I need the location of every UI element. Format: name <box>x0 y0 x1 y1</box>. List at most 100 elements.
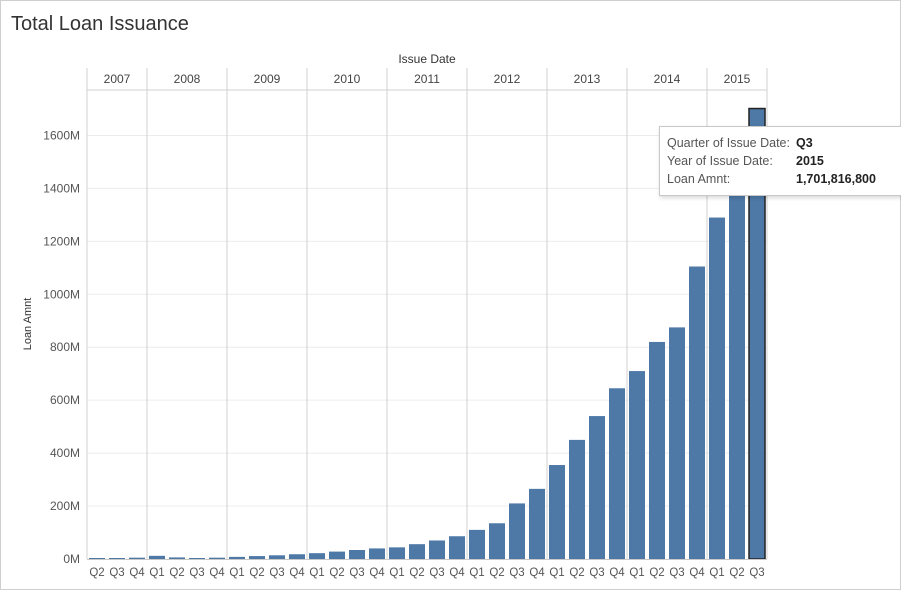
quarter-tick-label: Q2 <box>169 567 184 579</box>
quarter-tick-label: Q3 <box>269 567 284 579</box>
quarter-tick-label: Q1 <box>389 567 404 579</box>
bar <box>469 529 485 559</box>
tooltip-row-year: Year of Issue Date: <box>667 154 773 168</box>
quarter-tick-label: Q3 <box>669 567 684 579</box>
quarter-tick-label: Q4 <box>289 567 305 579</box>
y-tick-label: 600M <box>50 393 80 407</box>
y-axis-label: Loan Amnt <box>22 298 34 351</box>
bar <box>669 327 685 559</box>
y-tick-label: 1000M <box>43 287 80 301</box>
tooltip-label: Quarter of Issue Date: <box>667 136 790 150</box>
quarter-tick-label: Q3 <box>749 567 764 579</box>
tooltip-value: 2015 <box>796 154 824 168</box>
y-tick-label: 1600M <box>43 128 80 142</box>
quarter-tick-label: Q4 <box>689 567 705 579</box>
bar <box>189 558 205 559</box>
quarter-tick-label: Q4 <box>449 567 465 579</box>
year-header-label: 2010 <box>334 72 361 86</box>
quarter-tick-label: Q4 <box>209 567 225 579</box>
bar <box>529 488 545 559</box>
bar <box>509 503 525 559</box>
quarter-tick-label: Q3 <box>189 567 204 579</box>
year-header-label: 2014 <box>654 72 681 86</box>
year-header-label: 2015 <box>724 72 751 86</box>
quarter-tick-label: Q1 <box>229 567 244 579</box>
quarter-tick-label: Q1 <box>709 567 724 579</box>
bar <box>429 540 445 559</box>
bar <box>329 551 345 559</box>
bar <box>549 465 565 559</box>
bar <box>589 416 605 559</box>
bar <box>689 266 705 559</box>
quarter-tick-label: Q3 <box>429 567 444 579</box>
bar <box>409 544 425 559</box>
y-tick-label: 400M <box>50 446 80 460</box>
quarter-tick-label: Q2 <box>569 567 584 579</box>
y-tick-label: 1400M <box>43 181 80 195</box>
bar <box>389 547 405 559</box>
quarter-tick-label: Q2 <box>409 567 424 579</box>
bar <box>369 548 385 559</box>
bar-tooltip: Quarter of Issue Date: Q3 Year of Issue … <box>659 126 901 196</box>
quarter-tick-label: Q3 <box>589 567 604 579</box>
bar <box>609 388 625 559</box>
tooltip-label: Year of Issue Date: <box>667 154 773 168</box>
bar <box>209 557 225 559</box>
quarter-tick-label: Q1 <box>469 567 484 579</box>
bar <box>149 555 165 559</box>
bar <box>169 557 185 559</box>
quarter-tick-label: Q3 <box>509 567 524 579</box>
quarter-tick-label: Q2 <box>249 567 264 579</box>
year-header-label: 2013 <box>574 72 601 86</box>
quarter-tick-label: Q3 <box>109 567 124 579</box>
tooltip-value: 1,701,816,800 <box>796 172 876 186</box>
quarter-tick-label: Q2 <box>89 567 104 579</box>
quarter-tick-label: Q1 <box>629 567 644 579</box>
tooltip-value: Q3 <box>796 136 813 150</box>
bar <box>109 558 125 559</box>
chart-title: Total Loan Issuance <box>11 13 189 35</box>
quarter-tick-label: Q2 <box>649 567 664 579</box>
bar <box>249 556 265 559</box>
quarter-tick-label: Q1 <box>149 567 164 579</box>
bar <box>309 553 325 559</box>
bar <box>89 558 105 559</box>
y-tick-label: 200M <box>50 499 80 513</box>
bar <box>289 554 305 559</box>
quarter-tick-label: Q4 <box>129 567 145 579</box>
quarter-tick-label: Q1 <box>309 567 324 579</box>
bar <box>729 185 745 559</box>
bar <box>649 341 665 559</box>
y-tick-label: 1200M <box>43 234 80 248</box>
bar <box>709 217 725 560</box>
bar <box>129 557 145 559</box>
tooltip-row-quarter: Quarter of Issue Date: <box>667 136 790 150</box>
y-tick-label: 800M <box>50 340 80 354</box>
quarter-tick-label: Q3 <box>349 567 364 579</box>
year-header-label: 2012 <box>494 72 521 86</box>
bar <box>449 536 465 559</box>
bar <box>489 523 505 559</box>
bar <box>349 550 365 559</box>
axis-layer: 0M 200M 400M 600M 800M 1000M 1200M 1400M 1600M Is… <box>22 52 768 579</box>
quarter-tick-label: Q2 <box>329 567 344 579</box>
tooltip-row-amount: Loan Amnt: <box>667 172 730 186</box>
year-header-label: 2011 <box>414 72 440 86</box>
bar <box>269 555 285 559</box>
bar <box>629 371 645 559</box>
bar <box>229 556 245 559</box>
tooltip-label: Loan Amnt: <box>667 172 731 186</box>
year-header-label: 2008 <box>174 72 201 86</box>
quarter-tick-label: Q2 <box>489 567 504 579</box>
year-header-label: 2009 <box>254 72 281 86</box>
year-header-label: 2007 <box>104 72 131 86</box>
quarter-tick-label: Q4 <box>609 567 625 579</box>
y-tick-label: 0M <box>63 552 80 566</box>
header-label: Issue Date <box>398 52 456 66</box>
bar <box>569 439 585 559</box>
quarter-tick-label: Q4 <box>529 567 545 579</box>
quarter-tick-label: Q4 <box>369 567 385 579</box>
quarter-tick-label: Q2 <box>729 567 744 579</box>
quarter-tick-label: Q1 <box>549 567 564 579</box>
